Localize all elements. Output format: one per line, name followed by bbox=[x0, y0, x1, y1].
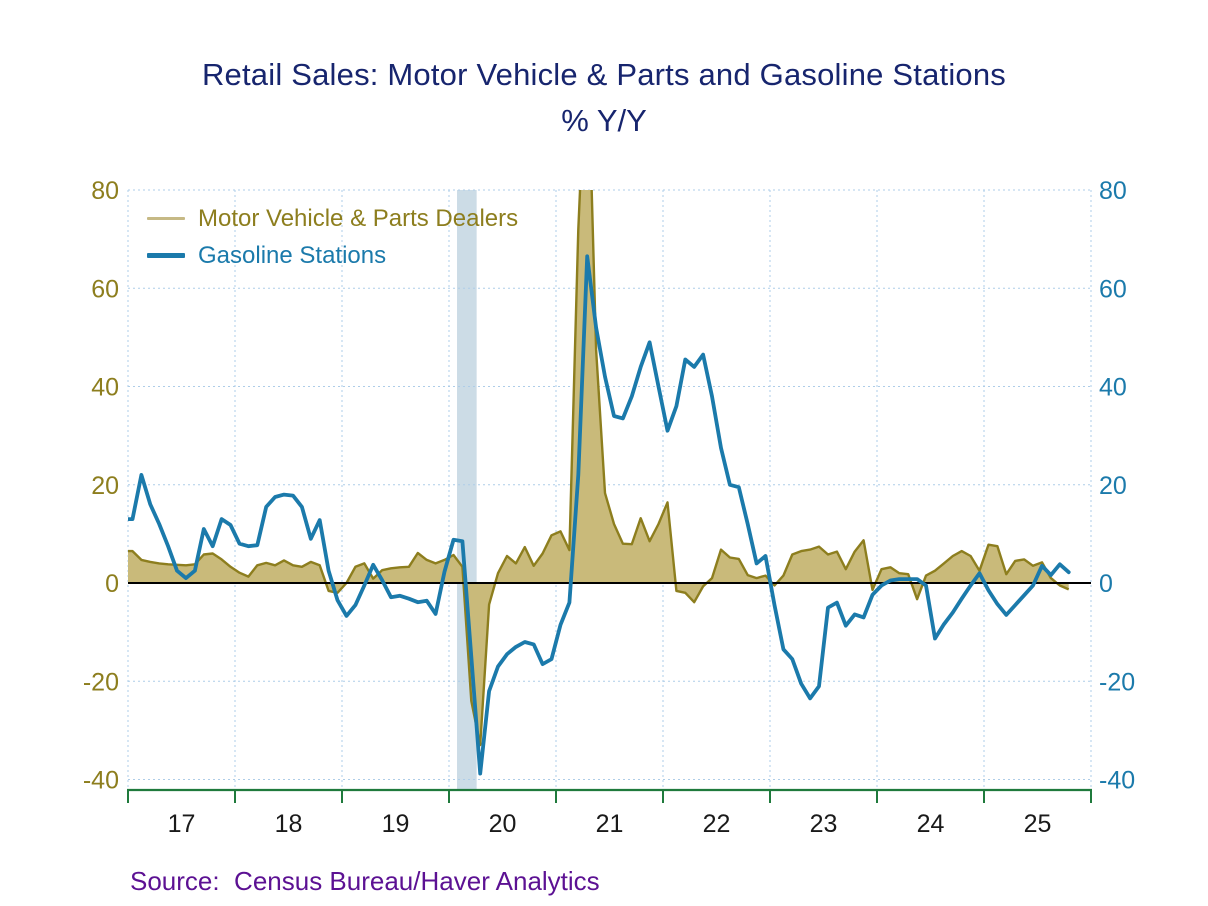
legend: Motor Vehicle & Parts Dealers Gasoline S… bbox=[147, 200, 518, 274]
y-tick-label-left: 0 bbox=[105, 570, 119, 598]
y-tick-label-left: 80 bbox=[91, 177, 119, 205]
y-tick-label-left: -20 bbox=[83, 668, 119, 696]
x-tick-label: 19 bbox=[382, 810, 410, 838]
x-tick-label: 23 bbox=[810, 810, 838, 838]
y-tick-label-left: -40 bbox=[83, 767, 119, 795]
page-subtitle: % Y/Y bbox=[561, 103, 647, 138]
legend-item-motor-vehicle: Motor Vehicle & Parts Dealers bbox=[147, 200, 518, 237]
x-tick-label: 25 bbox=[1024, 810, 1052, 838]
x-tick-label: 20 bbox=[489, 810, 517, 838]
y-tick-label-right: -20 bbox=[1099, 668, 1135, 696]
y-tick-label-right: 0 bbox=[1099, 570, 1113, 598]
y-tick-label-right: 80 bbox=[1099, 177, 1127, 205]
gas-line bbox=[128, 254, 1071, 776]
page-title: Retail Sales: Motor Vehicle & Parts and … bbox=[201, 57, 1007, 92]
y-tick-label-right: -40 bbox=[1099, 767, 1135, 795]
x-tick-label: 18 bbox=[275, 810, 303, 838]
legend-label-gasoline: Gasoline Stations bbox=[198, 241, 387, 269]
legend-swatch-motor-vehicle-icon bbox=[147, 217, 185, 220]
legend-swatch-gasoline-icon bbox=[147, 253, 185, 258]
y-tick-label-left: 60 bbox=[91, 275, 119, 303]
gasoline-series bbox=[128, 254, 1071, 776]
mv-area-fill bbox=[128, 190, 1069, 746]
y-tick-label-right: 40 bbox=[1099, 374, 1127, 402]
y-tick-label-left: 20 bbox=[91, 472, 119, 500]
y-tick-label-right: 60 bbox=[1099, 275, 1127, 303]
y-tick-label-right: 20 bbox=[1099, 472, 1127, 500]
x-tick-label: 17 bbox=[168, 810, 196, 838]
legend-item-gasoline: Gasoline Stations bbox=[147, 237, 518, 274]
x-tick-label: 21 bbox=[596, 810, 624, 838]
x-tick-label: 22 bbox=[703, 810, 731, 838]
y-tick-label-left: 40 bbox=[91, 374, 119, 402]
x-tick-label: 24 bbox=[917, 810, 945, 838]
source-credit: Source: Census Bureau/Haver Analytics bbox=[130, 866, 600, 896]
legend-label-motor-vehicle: Motor Vehicle & Parts Dealers bbox=[198, 204, 519, 232]
